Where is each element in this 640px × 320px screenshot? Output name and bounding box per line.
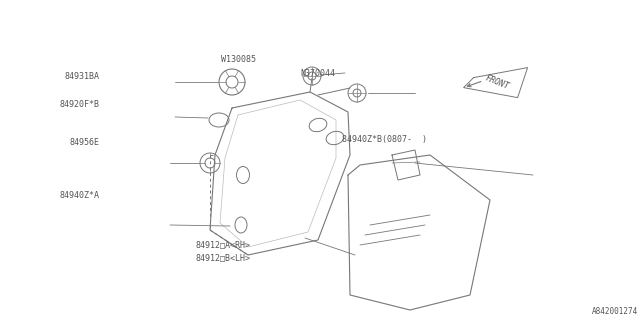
Text: 84940Z*B(0807-  ): 84940Z*B(0807- ): [342, 135, 428, 144]
Text: 84931BA: 84931BA: [64, 72, 99, 81]
Text: 84956E: 84956E: [69, 138, 99, 147]
Text: 84920F*B: 84920F*B: [60, 100, 99, 108]
Text: 84912□A<RH>: 84912□A<RH>: [195, 240, 250, 249]
Text: FRONT: FRONT: [484, 74, 511, 92]
Text: 84912□B<LH>: 84912□B<LH>: [195, 253, 250, 262]
Text: N370044: N370044: [301, 69, 336, 78]
Text: 84940Z*A: 84940Z*A: [60, 191, 99, 200]
Text: A842001274: A842001274: [592, 307, 638, 316]
Text: W130085: W130085: [221, 55, 256, 64]
